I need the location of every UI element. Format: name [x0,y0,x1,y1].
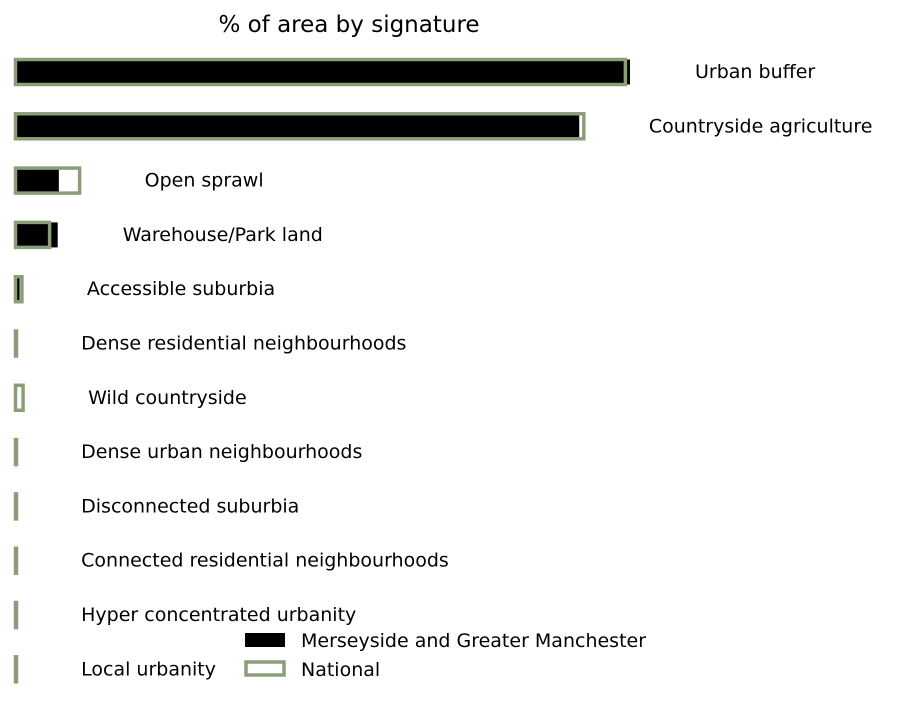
bar-national-wild-countryside [13,383,25,413]
category-label-dense-urban-neighbourhoods: Dense urban neighbourhoods [81,441,362,463]
bar-national-accessible-suburbia [13,274,24,304]
bar-national-hyper-concentrated-urbanity [13,600,19,630]
legend-swatch-national [244,660,286,677]
category-label-warehouse-park-land: Warehouse/Park land [123,224,323,246]
bar-national-local-urbanity [13,655,19,684]
category-label-accessible-suburbia: Accessible suburbia [87,278,275,300]
bars-group [13,57,630,684]
bar-merseyside-countryside-agriculture [15,113,580,139]
category-label-disconnected-suburbia: Disconnected suburbia [81,495,299,517]
bar-national-countryside-agriculture [13,112,586,141]
bar-national-disconnected-suburbia [13,492,19,521]
bar-national-dense-residential-neighbourhoods [13,329,19,358]
category-label-countryside-agriculture: Countryside agriculture [649,115,873,137]
bar-merseyside-urban-buffer [15,59,630,85]
bar-merseyside-accessible-suburbia [15,276,20,302]
bar-national-open-sprawl [13,166,82,195]
legend-label-merseyside: Merseyside and Greater Manchester [301,630,646,652]
legend-swatch-merseyside [245,633,285,647]
category-label-open-sprawl: Open sprawl [145,170,264,192]
category-label-wild-countryside: Wild countryside [88,387,247,409]
category-labels: Urban buffer Countryside agriculture Open … [81,61,872,680]
bar-merseyside-open-sprawl [15,168,59,194]
category-label-hyper-concentrated-urbanity: Hyper concentrated urbanity [81,604,356,626]
category-label-connected-residential-neighbourhoods: Connected residential neighbourhoods [81,550,449,572]
bar-national-connected-residential-neighbourhoods [13,546,19,575]
category-label-local-urbanity: Local urbanity [81,658,216,680]
chart-title: % of area by signature [218,12,479,38]
bar-national-dense-urban-neighbourhoods [13,437,19,467]
legend-label-national: National [301,659,380,681]
category-label-dense-residential-neighbourhoods: Dense residential neighbourhoods [81,333,406,355]
bar-national-warehouse-park-land [13,220,52,250]
legend: Merseyside and Greater Manchester Nation… [244,630,646,681]
bar-national-urban-buffer [13,57,628,87]
category-label-urban-buffer: Urban buffer [695,61,815,83]
